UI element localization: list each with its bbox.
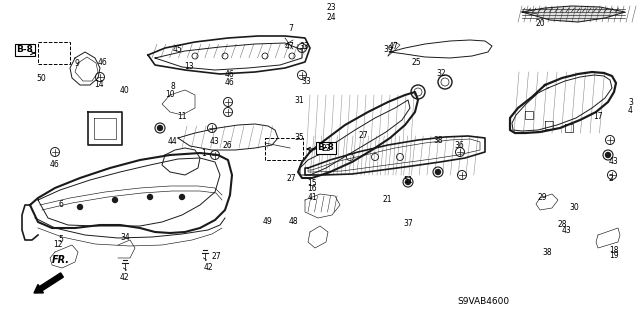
Text: 16: 16 — [307, 184, 317, 193]
Circle shape — [179, 195, 184, 199]
Text: 12: 12 — [53, 240, 62, 249]
Text: 33: 33 — [301, 77, 312, 86]
Text: B-8: B-8 — [17, 46, 33, 55]
Text: 23: 23 — [326, 4, 337, 12]
Text: 42: 42 — [203, 263, 213, 272]
Text: 26: 26 — [222, 141, 232, 150]
Text: 13: 13 — [184, 63, 194, 71]
Text: 17: 17 — [593, 112, 604, 121]
Text: 43: 43 — [608, 157, 618, 166]
Text: 46: 46 — [49, 160, 60, 169]
Text: 50: 50 — [36, 74, 47, 83]
Circle shape — [77, 204, 83, 210]
Text: 1: 1 — [201, 149, 206, 158]
Text: 25: 25 — [411, 58, 421, 67]
Text: 27: 27 — [358, 131, 369, 140]
Text: 29: 29 — [538, 193, 548, 202]
Text: 46: 46 — [224, 70, 234, 79]
Text: 46: 46 — [224, 78, 234, 87]
Text: 15: 15 — [307, 179, 317, 188]
Text: 8: 8 — [170, 82, 175, 91]
Text: 40: 40 — [120, 86, 130, 95]
Text: 44: 44 — [168, 137, 178, 146]
Text: 39: 39 — [383, 45, 394, 54]
Text: 51: 51 — [403, 176, 413, 185]
Text: 33: 33 — [299, 42, 309, 51]
Text: 11: 11 — [178, 112, 187, 121]
Text: 48: 48 — [288, 217, 298, 226]
Text: 49: 49 — [262, 217, 273, 226]
Text: S9VAB4600: S9VAB4600 — [457, 297, 509, 306]
Text: 38: 38 — [433, 136, 444, 145]
Circle shape — [147, 195, 152, 199]
Text: 43: 43 — [561, 226, 572, 235]
Text: 37: 37 — [403, 219, 413, 228]
Text: 3: 3 — [628, 98, 633, 107]
Text: 35: 35 — [294, 133, 305, 142]
FancyArrow shape — [34, 273, 63, 293]
Polygon shape — [522, 6, 625, 22]
Text: 4: 4 — [628, 106, 633, 115]
Text: FR.: FR. — [52, 255, 70, 265]
Text: 10: 10 — [164, 90, 175, 99]
Text: 9: 9 — [74, 59, 79, 68]
Text: 38: 38 — [542, 248, 552, 256]
Text: 14: 14 — [94, 80, 104, 89]
Text: 28: 28 — [557, 220, 566, 229]
Text: 31: 31 — [294, 96, 305, 105]
Text: 30: 30 — [570, 203, 580, 212]
Text: 42: 42 — [120, 273, 130, 282]
Text: 34: 34 — [120, 233, 130, 242]
Text: 46: 46 — [97, 58, 108, 67]
Circle shape — [113, 197, 118, 203]
Circle shape — [435, 169, 440, 174]
Text: 47: 47 — [388, 42, 399, 51]
Circle shape — [157, 125, 163, 130]
Text: 41: 41 — [307, 193, 317, 202]
Circle shape — [605, 152, 611, 158]
Text: 7: 7 — [289, 24, 294, 33]
Text: 18: 18 — [610, 246, 619, 255]
Text: 43: 43 — [209, 137, 220, 146]
Text: 6: 6 — [58, 200, 63, 209]
Text: 20: 20 — [536, 19, 546, 28]
Text: 24: 24 — [326, 13, 337, 22]
Text: 36: 36 — [454, 141, 465, 150]
Text: 27: 27 — [211, 252, 221, 261]
Text: 47: 47 — [284, 42, 294, 51]
Text: 21: 21 — [383, 195, 392, 204]
Text: B-8: B-8 — [317, 144, 335, 152]
Text: 45: 45 — [173, 45, 183, 54]
Text: 19: 19 — [609, 251, 620, 260]
Text: 32: 32 — [436, 69, 447, 78]
Text: 2: 2 — [609, 174, 614, 183]
Text: 27: 27 — [286, 174, 296, 183]
Circle shape — [406, 180, 410, 184]
Text: 22: 22 — [322, 144, 331, 153]
Text: 5: 5 — [58, 235, 63, 244]
